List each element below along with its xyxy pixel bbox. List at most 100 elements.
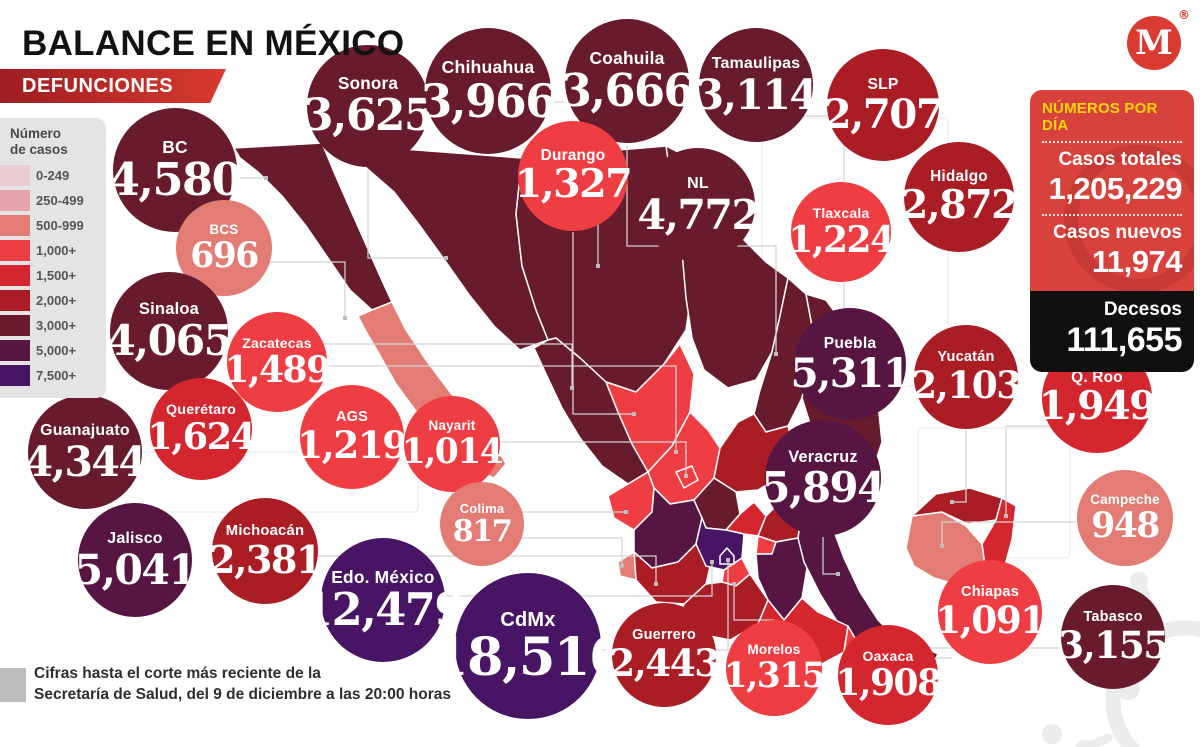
state-name: Morelos [747,642,801,658]
state-circle-zacatecas: Zacatecas 1,489 [224,312,331,412]
decesos-value: 111,655 [1066,321,1182,360]
legend-items: 0-249 250-499 500-999 1,000+ 1,500+ 2,000+ 3,0… [0,163,106,388]
legend-item: 1,000+ [0,238,106,263]
legend-item: 250-499 [0,188,106,213]
state-circle-hidalgo: Hidalgo 2,872 [900,142,1019,252]
legend-label: 1,500+ [36,268,77,284]
daily-numbers-title: NÚMEROS POR DÍA [1042,100,1158,134]
state-name: Hidalgo [930,167,988,185]
state-shape-michoacan [633,543,713,605]
state-name: Chihuahua [441,57,535,78]
state-name: Guanajuato [40,422,130,440]
connector-dot [264,176,268,180]
connector-dot [710,560,714,564]
legend-item: 1,500+ [0,263,106,288]
daily-numbers-panel: NÚMEROS POR DÍA Casos totales 1,205,229 … [1030,90,1194,373]
state-name: CdMx [500,608,556,631]
state-name: SLP [867,75,899,93]
decesos-label: Decesos [1103,299,1182,321]
legend-label: 2,000+ [36,293,77,309]
state-deaths-value: 948 [1091,505,1160,546]
connector-dot [732,582,736,586]
connector-dot [950,500,954,504]
state-deaths-value: 1,908 [835,662,942,705]
state-deaths-value: 2,707 [823,90,944,139]
state-name: Zacatecas [242,335,312,352]
legend-item: 7,500+ [0,363,106,388]
connector-line [572,232,634,415]
state-name: Oaxaca [862,648,914,665]
state-deaths-value: 1,091 [935,598,1046,642]
state-name: BC [162,136,188,157]
state-circle-jalisco: Jalisco 5,041 [75,503,197,617]
state-name: Tlaxcala [812,205,870,222]
connector-dot [596,264,600,268]
connector-dot [726,558,730,562]
state-deaths-value: 2,443 [609,641,720,685]
state-circle-campeche: Campeche 948 [1077,470,1173,566]
state-deaths-value: 4,344 [24,436,147,486]
legend-item: 3,000+ [0,313,106,338]
legend: Número de casos 0-249 250-499 500-999 1,000… [0,118,106,399]
legend-label: 500-999 [36,218,84,234]
state-deaths-value: 2,872 [900,182,1019,229]
state-deaths-value: 2,103 [911,363,1022,407]
connector-dot [654,582,658,586]
state-circle-tabasco: Tabasco 3,155 [1058,585,1169,689]
legend-item: 0-249 [0,163,106,188]
connector-dot [343,316,347,320]
state-name: Tamaulipas [711,55,801,73]
legend-title: Número de casos [0,126,106,157]
state-circle-slp: SLP 2,707 [824,49,944,161]
state-name: Tabasco [1083,609,1143,626]
state-circle-queretaro: Querétaro 1,624 [147,378,256,480]
connector-dot [570,386,574,390]
state-deaths-value: 4,065 [106,315,233,366]
state-circle-guerrero: Guerrero 2,443 [609,603,720,707]
state-deaths-value: 5,311 [790,349,911,398]
connector-line [733,584,774,621]
state-deaths-value: 5,894 [761,462,886,512]
state-deaths-value: 696 [190,235,259,276]
state-deaths-value: 12,479 [302,582,465,636]
legend-swatch [0,190,30,212]
state-name: Edo. México [331,566,435,587]
dotted-divider [1042,141,1182,143]
state-deaths-value: 1,014 [401,431,504,472]
legend-label: 3,000+ [36,318,77,334]
legend-swatch [0,165,30,187]
legend-item: 500-999 [0,213,106,238]
connector-dot [620,564,624,568]
state-circle-colima: Colima 817 [440,482,524,566]
state-deaths-value: 1,327 [514,161,633,208]
page-title: BALANCE EN MÉXICO [22,24,405,63]
legend-swatch [0,340,30,362]
state-name: Colima [459,500,505,516]
state-name: Chiapas [961,584,1019,601]
connector-dot [1004,514,1008,518]
state-circle-ags: AGS 1,219 [297,385,408,489]
milenio-logo: M [1127,16,1181,70]
state-circle-chiapas: Chiapas 1,091 [935,560,1046,664]
state-name: Yucatán [937,349,995,366]
connector-line [941,521,1076,546]
state-name: Puebla [823,334,877,352]
daily-numbers-red-section: NÚMEROS POR DÍA Casos totales 1,205,229 … [1030,90,1194,292]
connector-dot [684,474,688,478]
connector-line [952,430,967,503]
state-name: Nayarit [428,418,476,434]
connector-line [317,555,657,584]
footer-marker [0,668,26,702]
state-deaths-value: 1,315 [723,655,826,696]
connector-dot [836,572,840,576]
state-circle-tlaxcala: Tlaxcala 1,224 [788,182,895,282]
cdmx-house-icon [719,547,735,565]
decesos-section: Decesos 111,655 [1030,291,1194,373]
casos-nuevos-value: 11,974 [1091,243,1183,279]
state-deaths-value: 2,381 [209,536,322,582]
state-name: BCS [209,222,239,238]
connector-line [514,537,623,566]
state-circle-guanajuato: Guanajuato 4,344 [25,395,147,509]
state-circle-tamaulipas: Tamaulipas 3,114 [696,28,818,142]
state-name: Campeche [1090,492,1160,508]
